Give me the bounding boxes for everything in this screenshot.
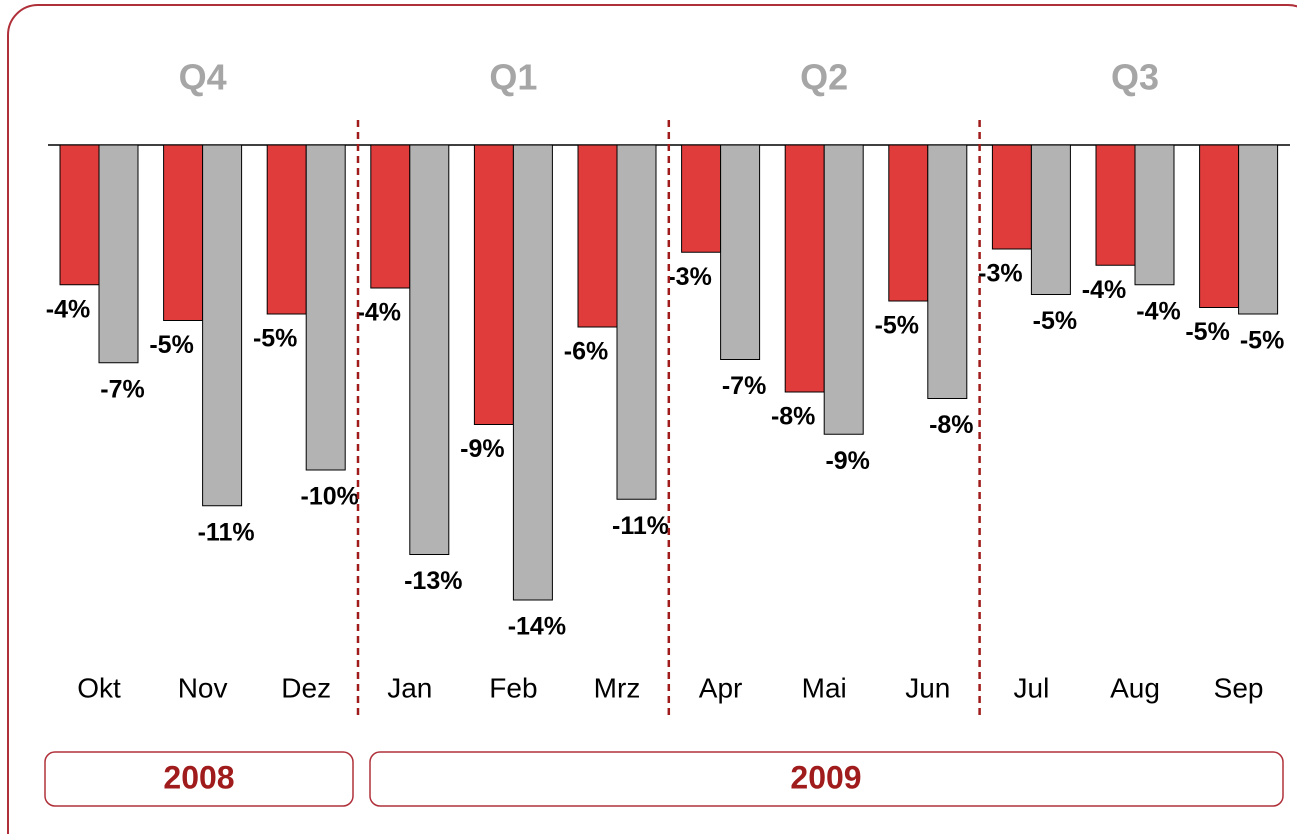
bar	[512, 144, 553, 601]
bar	[98, 144, 139, 364]
quarter-label: Q4	[179, 57, 227, 98]
bar	[1095, 144, 1136, 266]
year-label: 2008	[163, 759, 234, 795]
value-label: -8%	[771, 403, 815, 431]
year-label: 2009	[790, 759, 861, 795]
bar	[370, 144, 411, 289]
value-label: -9%	[825, 447, 869, 475]
bar	[823, 144, 864, 435]
x-tick-label: Jan	[387, 672, 432, 703]
bar	[681, 144, 722, 253]
value-label: -4%	[357, 299, 401, 327]
bar	[888, 144, 929, 302]
bar	[163, 144, 204, 321]
x-tick-label: Okt	[77, 672, 121, 703]
x-tick-label: Apr	[699, 672, 743, 703]
bar	[409, 144, 450, 555]
value-label: -7%	[100, 375, 144, 403]
bar	[59, 144, 100, 286]
value-label: -6%	[564, 338, 608, 366]
value-label: -10%	[301, 483, 359, 511]
bar	[720, 144, 761, 360]
value-label: -13%	[404, 567, 462, 595]
quarter-label: Q1	[489, 57, 537, 98]
value-label: -11%	[198, 518, 255, 546]
value-label: -4%	[1136, 297, 1180, 325]
value-label: -5%	[1240, 327, 1284, 355]
x-tick-label: Mai	[802, 672, 847, 703]
bar	[473, 144, 514, 425]
value-label: -4%	[46, 295, 90, 323]
bar	[616, 144, 657, 500]
x-tick-label: Nov	[178, 672, 228, 703]
bar	[991, 144, 1032, 250]
value-label: -5%	[149, 331, 193, 359]
year-box	[369, 751, 1284, 807]
x-tick-label: Jul	[1014, 672, 1050, 703]
value-label: -7%	[722, 372, 766, 400]
bar	[784, 144, 825, 393]
bar	[1030, 144, 1071, 295]
value-label: -3%	[978, 260, 1022, 288]
value-label: -9%	[460, 435, 504, 463]
bar	[927, 144, 968, 399]
bar	[266, 144, 307, 315]
x-tick-label: Dez	[281, 672, 331, 703]
x-tick-label: Jun	[905, 672, 950, 703]
bar	[1134, 144, 1175, 286]
value-label: -5%	[875, 312, 919, 340]
value-label: -5%	[1033, 307, 1077, 335]
value-label: -14%	[508, 613, 566, 641]
bar	[1199, 144, 1240, 308]
value-label: -5%	[1185, 318, 1229, 346]
value-label: -5%	[253, 325, 297, 353]
year-box	[44, 751, 354, 807]
value-label: -4%	[1082, 276, 1126, 304]
quarter-label: Q3	[1111, 57, 1159, 98]
x-tick-label: Mrz	[594, 672, 641, 703]
value-label: -8%	[929, 411, 973, 439]
bar	[202, 144, 243, 507]
bar	[577, 144, 618, 328]
x-tick-label: Aug	[1110, 672, 1160, 703]
x-tick-label: Feb	[489, 672, 537, 703]
quarter-label: Q2	[800, 57, 848, 98]
value-label: -3%	[667, 263, 711, 291]
bar	[305, 144, 346, 471]
bar	[1238, 144, 1279, 315]
value-label: -11%	[612, 512, 669, 540]
frame	[7, 4, 1297, 834]
x-tick-label: Sep	[1214, 672, 1264, 703]
